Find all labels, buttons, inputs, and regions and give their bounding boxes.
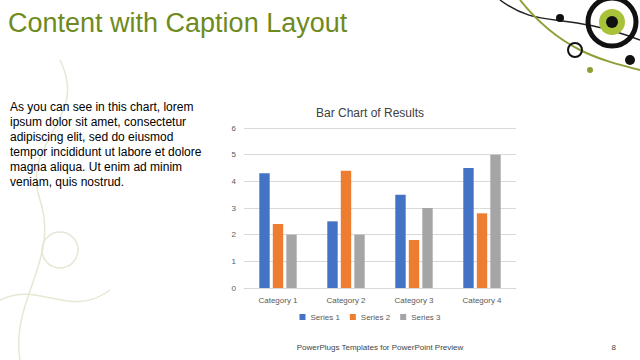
svg-text:Series 3: Series 3 [411, 313, 441, 322]
svg-text:Bar Chart of Results: Bar Chart of Results [316, 106, 424, 120]
svg-text:Category 2: Category 2 [326, 296, 366, 305]
svg-text:Category 1: Category 1 [258, 296, 298, 305]
svg-text:3: 3 [232, 204, 237, 213]
svg-text:4: 4 [232, 177, 237, 186]
svg-text:5: 5 [232, 150, 237, 159]
svg-text:6: 6 [232, 124, 237, 133]
svg-text:Series 2: Series 2 [361, 313, 391, 322]
html-text:As you can see in this chart,: As you can see in this chart, lorem ipsu… [10, 100, 202, 189]
svg-text:1: 1 [232, 257, 237, 266]
svg-text:Category 3: Category 3 [394, 296, 434, 305]
html-text:PowerPlugs Templates for Power: PowerPlugs Templates for PowerPoint Prev… [296, 343, 464, 352]
html-text:Content with Caption Layout: Content with Caption Layout [8, 8, 348, 38]
svg-text:Category 4: Category 4 [462, 296, 502, 305]
svg-text:Series 1: Series 1 [310, 313, 340, 322]
svg-text:2: 2 [232, 230, 237, 239]
svg-text:0: 0 [232, 284, 237, 293]
html-text:8: 8 [611, 343, 616, 352]
